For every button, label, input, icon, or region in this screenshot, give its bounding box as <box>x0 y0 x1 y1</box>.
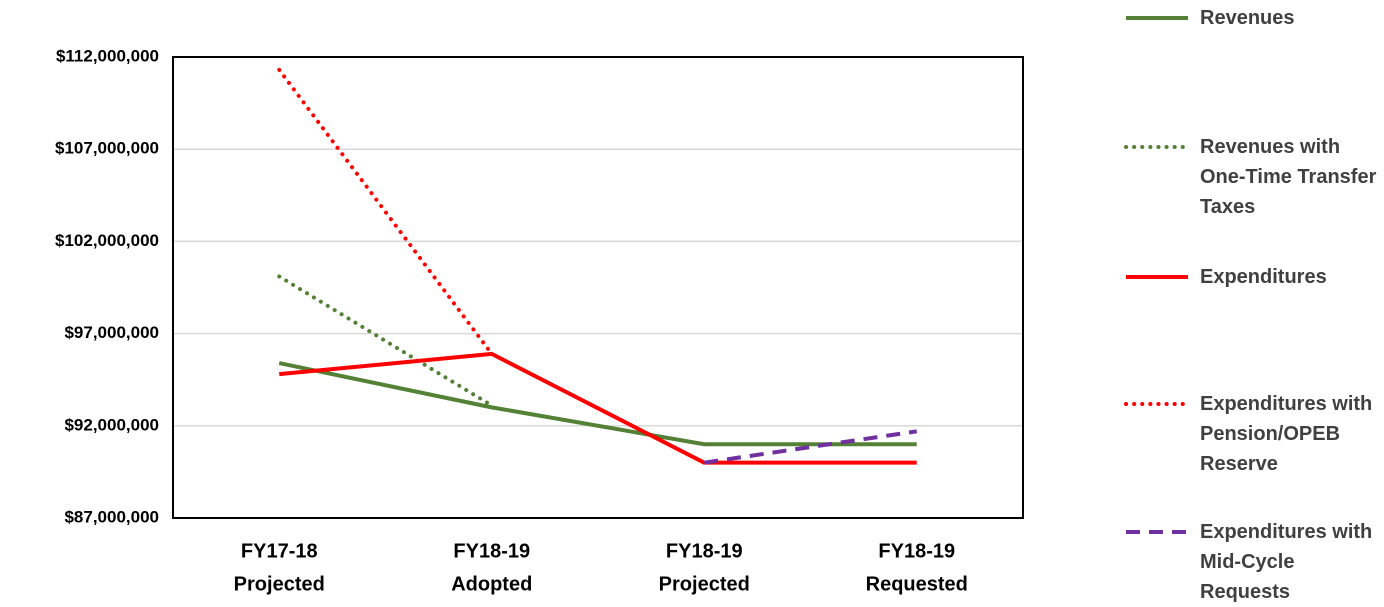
x-tick-label: FY17-18 <box>241 540 318 562</box>
legend-label: Revenues <box>1200 7 1295 29</box>
y-tick-label: $92,000,000 <box>64 415 159 434</box>
x-tick-label: FY18-19 <box>453 540 530 562</box>
x-tick-label: Projected <box>659 573 750 595</box>
plot-border <box>172 56 1024 519</box>
legend-item: Revenues <box>1124 3 1380 33</box>
x-tick-label: Adopted <box>451 573 532 595</box>
x-tick-label: Requested <box>866 573 968 595</box>
series-line <box>277 67 494 356</box>
legend-item: Expenditures <box>1124 262 1380 292</box>
y-tick-label: $97,000,000 <box>64 323 159 342</box>
legend-swatch <box>1124 402 1190 406</box>
y-tick-label: $102,000,000 <box>55 231 159 250</box>
legend-label: Revenues with One-Time Transfer Taxes <box>1200 136 1377 218</box>
series-line <box>703 429 918 465</box>
series-line <box>277 274 494 408</box>
legend-label: Expenditures <box>1200 266 1327 288</box>
legend-item: Expenditures with Pension/OPEB Reserve <box>1124 389 1380 479</box>
x-tick-label: Projected <box>234 573 325 595</box>
x-tick-label: FY18-19 <box>666 540 743 562</box>
x-tick-label: FY18-19 <box>878 540 955 562</box>
y-tick-label: $112,000,000 <box>56 46 159 65</box>
legend-swatch <box>1124 145 1190 149</box>
legend-label: Expenditures with Mid-Cycle Requests <box>1200 521 1373 603</box>
legend-label: Expenditures with Pension/OPEB Reserve <box>1200 393 1373 475</box>
legend-item: Expenditures with Mid-Cycle Requests <box>1124 517 1380 607</box>
series-line <box>278 361 917 447</box>
legend-item: Revenues with One-Time Transfer Taxes <box>1124 132 1380 222</box>
legend-swatch <box>1126 275 1188 279</box>
legend-swatch <box>1126 530 1188 534</box>
y-tick-label: $107,000,000 <box>55 139 159 158</box>
legend-swatch <box>1126 16 1188 20</box>
series-line <box>279 351 917 465</box>
y-tick-label: $87,000,000 <box>64 507 159 526</box>
